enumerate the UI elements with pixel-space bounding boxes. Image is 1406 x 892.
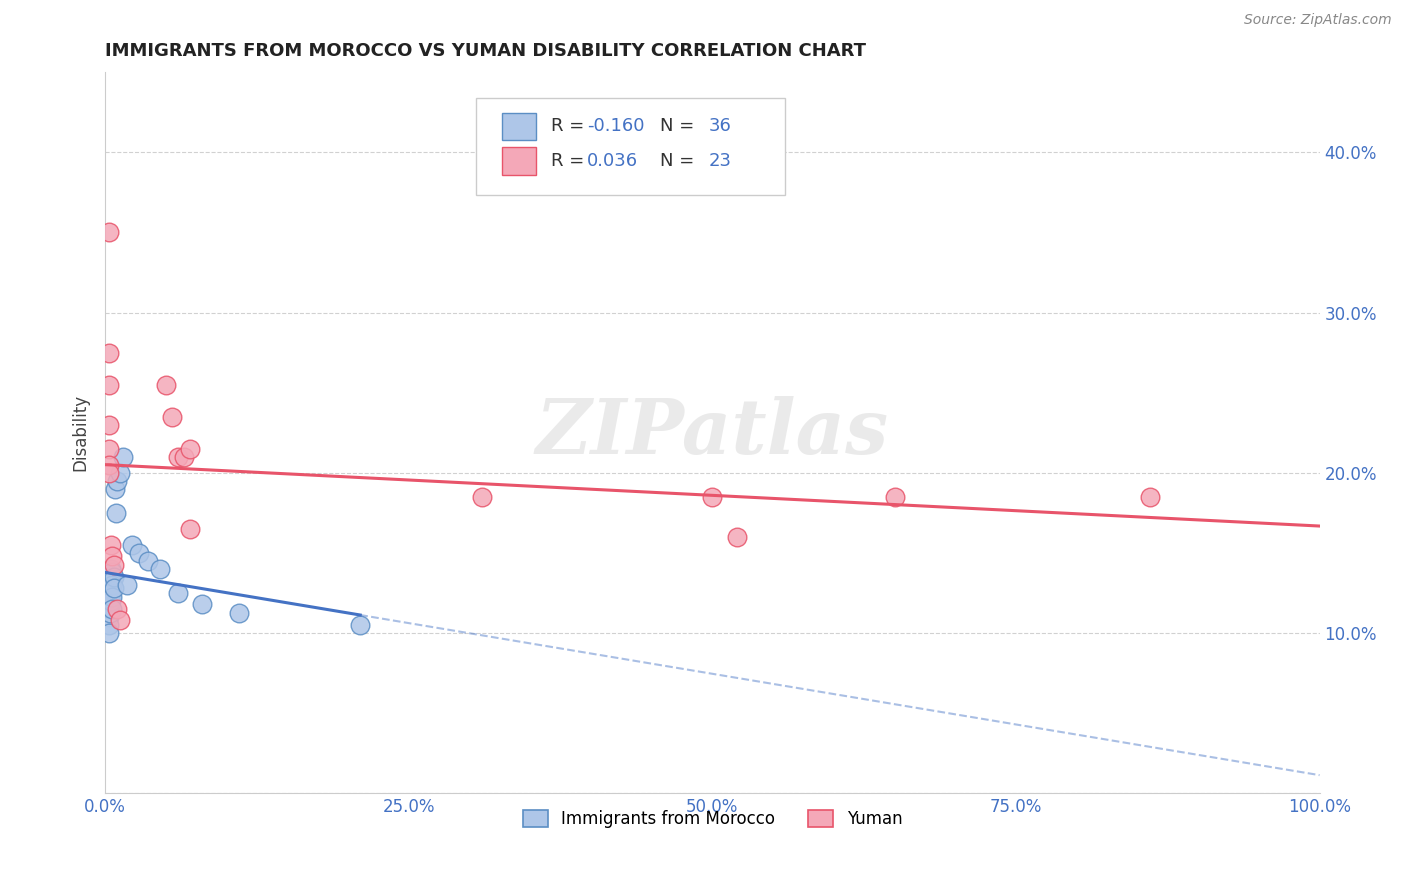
Point — [97, 601, 120, 615]
Point — [104, 482, 127, 496]
Point — [108, 613, 131, 627]
Point — [101, 601, 124, 615]
Point — [702, 490, 724, 504]
Text: Source: ZipAtlas.com: Source: ZipAtlas.com — [1244, 13, 1392, 28]
Text: 23: 23 — [709, 152, 731, 170]
Point — [97, 617, 120, 632]
Point — [128, 545, 150, 559]
Point — [103, 569, 125, 583]
Text: -0.160: -0.160 — [588, 118, 645, 136]
Point — [112, 450, 135, 464]
Point — [121, 538, 143, 552]
Text: R =: R = — [551, 118, 591, 136]
Point — [191, 597, 214, 611]
Point — [97, 458, 120, 472]
Text: N =: N = — [661, 152, 700, 170]
Point — [97, 377, 120, 392]
Point — [97, 609, 120, 624]
Text: 0.036: 0.036 — [588, 152, 638, 170]
Y-axis label: Disability: Disability — [72, 394, 89, 471]
Point — [179, 522, 201, 536]
Point — [97, 585, 120, 599]
Point — [97, 226, 120, 240]
Point — [101, 591, 124, 605]
Text: ZIPatlas: ZIPatlas — [536, 395, 889, 469]
Point — [160, 409, 183, 424]
Point — [97, 442, 120, 456]
Point — [100, 593, 122, 607]
Point — [155, 377, 177, 392]
Point — [98, 581, 121, 595]
Point — [105, 506, 128, 520]
Point — [228, 607, 250, 621]
Point — [97, 417, 120, 432]
Text: IMMIGRANTS FROM MOROCCO VS YUMAN DISABILITY CORRELATION CHART: IMMIGRANTS FROM MOROCCO VS YUMAN DISABIL… — [105, 42, 866, 60]
FancyBboxPatch shape — [502, 112, 536, 140]
Point — [349, 617, 371, 632]
Point — [101, 549, 124, 563]
Point — [1139, 490, 1161, 504]
Point — [725, 530, 748, 544]
Point — [97, 345, 120, 359]
Point — [97, 577, 120, 591]
Point — [100, 582, 122, 597]
Point — [97, 466, 120, 480]
Point — [105, 474, 128, 488]
Point — [105, 601, 128, 615]
FancyBboxPatch shape — [502, 147, 536, 175]
Point — [98, 569, 121, 583]
Point — [471, 490, 494, 504]
Point — [103, 558, 125, 573]
Point — [179, 442, 201, 456]
Point — [98, 599, 121, 613]
Text: 36: 36 — [709, 118, 731, 136]
Point — [98, 607, 121, 621]
FancyBboxPatch shape — [475, 97, 786, 194]
Point — [98, 591, 121, 605]
Point — [101, 577, 124, 591]
Point — [167, 585, 190, 599]
Point — [103, 581, 125, 595]
Text: R =: R = — [551, 152, 591, 170]
Point — [149, 561, 172, 575]
Point — [108, 466, 131, 480]
Point — [101, 565, 124, 579]
Point — [100, 573, 122, 587]
Point — [100, 538, 122, 552]
Point — [167, 450, 190, 464]
Point — [115, 577, 138, 591]
Point — [97, 593, 120, 607]
Point — [100, 561, 122, 575]
Legend: Immigrants from Morocco, Yuman: Immigrants from Morocco, Yuman — [516, 803, 908, 835]
Point — [883, 490, 905, 504]
Point — [136, 553, 159, 567]
Point — [97, 625, 120, 640]
Text: N =: N = — [661, 118, 700, 136]
Point — [173, 450, 195, 464]
